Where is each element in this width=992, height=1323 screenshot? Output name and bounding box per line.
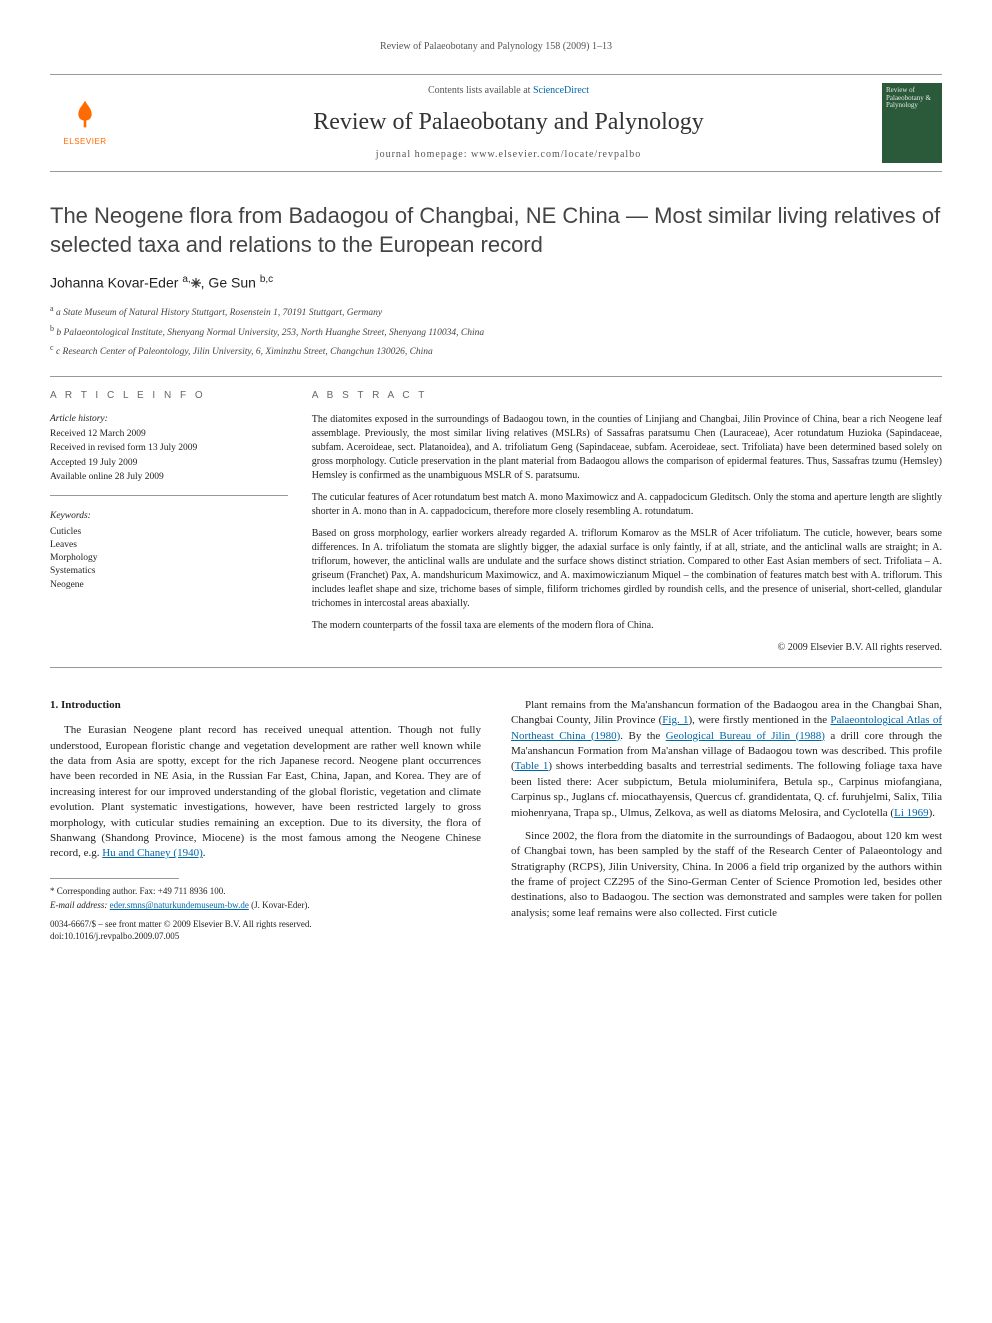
elsevier-logo: ELSEVIER	[50, 88, 120, 158]
affiliation-c: c c Research Center of Paleontology, Jil…	[50, 342, 942, 359]
footnote-separator	[50, 878, 179, 879]
footnote-email-suffix: (J. Kovar-Eder).	[249, 900, 310, 910]
ref-li-link[interactable]: Li 1969	[894, 807, 929, 819]
homepage-url[interactable]: www.elsevier.com/locate/revpalbo	[471, 149, 641, 160]
history-online: Available online 28 July 2009	[50, 471, 288, 484]
footer-front-matter: 0034-6667/$ – see front matter © 2009 El…	[50, 918, 481, 931]
journal-cover-title: Review of Palaeobotany & Palynology	[886, 87, 938, 110]
intro-p1-link[interactable]: Hu and Chaney (1940)	[102, 847, 203, 859]
journal-banner: ELSEVIER Contents lists available at Sci…	[50, 74, 942, 172]
journal-name: Review of Palaeobotany and Palynology	[135, 106, 882, 140]
footnote-email-label: E-mail address:	[50, 900, 110, 910]
keyword-3: Systematics	[50, 565, 288, 578]
sciencedirect-link[interactable]: ScienceDirect	[533, 85, 589, 96]
intro-p1-end: .	[203, 847, 206, 859]
article-info-left: A R T I C L E I N F O Article history: R…	[50, 377, 300, 667]
affiliation-b: b b Palaeontological Institute, Shenyang…	[50, 323, 942, 340]
history-received: Received 12 March 2009	[50, 428, 288, 441]
fig1-link[interactable]: Fig. 1	[662, 714, 688, 726]
keywords-label: Keywords:	[50, 510, 288, 523]
article-title: The Neogene flora from Badaogou of Chang…	[50, 202, 942, 259]
table1-link[interactable]: Table 1	[515, 760, 549, 772]
ref-bureau-link[interactable]: Geological Bureau of Jilin (1988)	[666, 730, 825, 742]
abstract-block: A B S T R A C T The diatomites exposed i…	[300, 377, 942, 667]
intro-heading: 1. Introduction	[50, 698, 481, 713]
history-accepted: Accepted 19 July 2009	[50, 457, 288, 470]
keyword-2: Morphology	[50, 552, 288, 565]
contents-prefix: Contents lists available at	[428, 85, 533, 96]
column-right: Plant remains from the Ma'anshancun form…	[511, 698, 942, 943]
journal-cover-thumbnail: Review of Palaeobotany & Palynology	[882, 83, 942, 163]
abstract-copyright: © 2009 Elsevier B.V. All rights reserved…	[312, 641, 942, 655]
col2-p2: Since 2002, the flora from the diatomite…	[511, 829, 942, 921]
homepage-prefix: journal homepage:	[376, 149, 471, 160]
footer-doi: doi:10.1016/j.revpalbo.2009.07.005	[50, 930, 481, 943]
column-left: 1. Introduction The Eurasian Neogene pla…	[50, 698, 481, 943]
article-info-row: A R T I C L E I N F O Article history: R…	[50, 376, 942, 668]
authors: Johanna Kovar-Eder a,, Ge Sun b,c	[50, 273, 942, 293]
affiliation-a: a a State Museum of Natural History Stut…	[50, 303, 942, 320]
history-label: Article history:	[50, 413, 288, 426]
history-block: Article history: Received 12 March 2009 …	[50, 413, 288, 496]
article-info-label: A R T I C L E I N F O	[50, 389, 288, 403]
footnote-corr: * Corresponding author. Fax: +49 711 893…	[50, 885, 481, 898]
keyword-0: Cuticles	[50, 526, 288, 539]
footnote-email-link[interactable]: eder.smns@naturkundemuseum-bw.de	[110, 900, 249, 910]
abstract-p3: Based on gross morphology, earlier worke…	[312, 527, 942, 611]
contents-line: Contents lists available at ScienceDirec…	[135, 84, 882, 98]
footer-left-block: 0034-6667/$ – see front matter © 2009 El…	[50, 918, 481, 943]
keyword-4: Neogene	[50, 579, 288, 592]
abstract-label: A B S T R A C T	[312, 389, 942, 403]
abstract-p2: The cuticular features of Acer rotundatu…	[312, 491, 942, 519]
banner-center: Contents lists available at ScienceDirec…	[135, 84, 882, 162]
footnote-email: E-mail address: eder.smns@naturkundemuse…	[50, 899, 481, 912]
abstract-p1: The diatomites exposed in the surroundin…	[312, 413, 942, 483]
affiliations-block: a a State Museum of Natural History Stut…	[50, 303, 942, 359]
elsevier-tree-icon	[69, 98, 101, 136]
col2-p1: Plant remains from the Ma'anshancun form…	[511, 698, 942, 821]
corresponding-star-icon	[191, 278, 201, 288]
journal-homepage-line: journal homepage: www.elsevier.com/locat…	[135, 148, 882, 162]
abstract-p4: The modern counterparts of the fossil ta…	[312, 619, 942, 633]
intro-p1: The Eurasian Neogene plant record has re…	[50, 723, 481, 862]
elsevier-label: ELSEVIER	[63, 136, 106, 147]
keyword-1: Leaves	[50, 539, 288, 552]
running-header: Review of Palaeobotany and Palynology 15…	[50, 40, 942, 54]
history-revised: Received in revised form 13 July 2009	[50, 442, 288, 455]
main-body: 1. Introduction The Eurasian Neogene pla…	[50, 698, 942, 943]
intro-p1-text: The Eurasian Neogene plant record has re…	[50, 724, 481, 859]
